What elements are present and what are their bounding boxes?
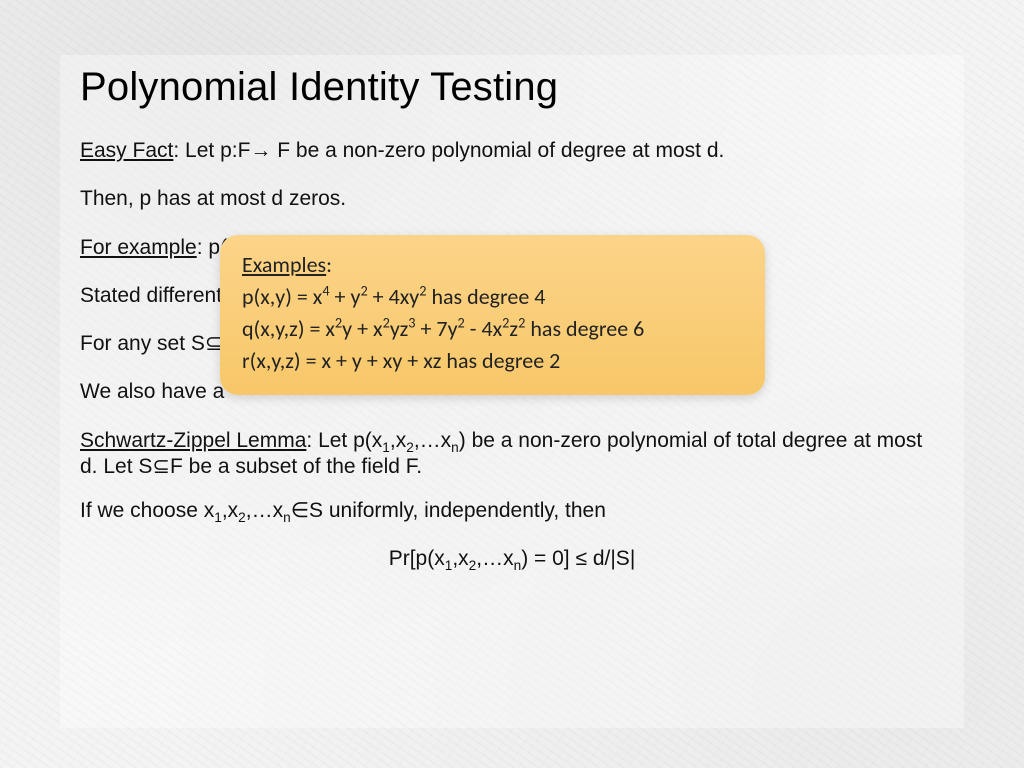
exp-2e: 2 — [458, 313, 465, 331]
easy-fact-text: : Let p:F→ F be a non-zero polynomial of… — [173, 139, 724, 162]
pr-a: Pr[p(x — [389, 547, 445, 570]
sub-n: n — [451, 440, 459, 455]
exp-3: 3 — [408, 313, 415, 331]
sub-2: 2 — [406, 440, 414, 455]
page-title: Polynomial Identity Testing — [80, 65, 944, 110]
sz-label: Schwartz-Zippel Lemma — [80, 429, 306, 452]
schwartz-zippel-line: Schwartz-Zippel Lemma: Let p(x1,x2,…xn) … — [80, 428, 944, 481]
probability-line: Pr[p(x1,x2,…xn) = 0] ≤ d/|S| — [80, 546, 944, 572]
p-b: + y — [330, 283, 361, 310]
q-b: y + x — [342, 315, 382, 342]
q-e: - 4x — [465, 315, 502, 342]
easy-fact-label: Easy Fact — [80, 139, 173, 162]
pr-c: ,…x — [476, 547, 513, 570]
choose-d: ∈S uniformly, independently, then — [291, 499, 606, 522]
callout-header: Examples — [242, 251, 326, 278]
pr-b: ,x — [452, 547, 468, 570]
exp-2a: 2 — [360, 282, 367, 300]
q-c: yz — [390, 315, 408, 342]
sub-nb: n — [283, 510, 291, 525]
sub-1b: 1 — [214, 510, 222, 525]
examples-callout: Examples: p(x,y) = x4 + y2 + 4xy2 has de… — [220, 235, 765, 395]
for-example-label: For example — [80, 236, 197, 259]
exp-2d: 2 — [383, 313, 390, 331]
exp-4: 4 — [322, 282, 329, 300]
callout-example-q: q(x,y,z) = x2y + x2yz3 + 7y2 - 4x2z2 has… — [242, 313, 743, 345]
p-c: + 4xy — [368, 283, 420, 310]
callout-colon: : — [326, 251, 332, 278]
q-a: q(x,y,z) = x — [242, 315, 335, 342]
pr-d: ) = 0] ≤ d/|S| — [521, 547, 635, 570]
callout-example-p: p(x,y) = x4 + y2 + 4xy2 has degree 4 — [242, 281, 743, 313]
choose-b: ,x — [222, 499, 238, 522]
choose-line: If we choose x1,x2,…xn∈S uniformly, inde… — [80, 498, 944, 524]
choose-a: If we choose x — [80, 499, 214, 522]
p-a: p(x,y) = x — [242, 283, 322, 310]
sz-b: ,x — [390, 429, 406, 452]
p-d: has degree 4 — [426, 283, 545, 310]
then-line: Then, p has at most d zeros. — [80, 186, 944, 212]
callout-header-line: Examples: — [242, 249, 743, 281]
q-f: z — [509, 315, 518, 342]
sub-1: 1 — [382, 440, 390, 455]
sz-c: ,…x — [414, 429, 451, 452]
q-g: has degree 6 — [525, 315, 644, 342]
sz-a: : Let p(x — [306, 429, 382, 452]
sub-2b: 2 — [238, 510, 246, 525]
q-d: + 7y — [416, 315, 458, 342]
easy-fact-line: Easy Fact: Let p:F→ F be a non-zero poly… — [80, 138, 944, 164]
callout-example-r: r(x,y,z) = x + y + xy + xz has degree 2 — [242, 345, 743, 377]
choose-c: ,…x — [246, 499, 283, 522]
